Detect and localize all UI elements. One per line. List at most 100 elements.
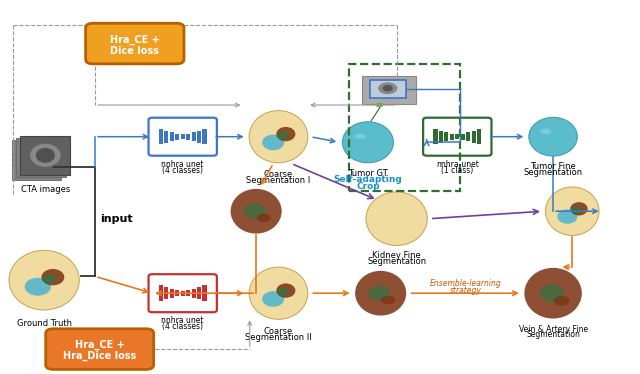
Ellipse shape	[366, 192, 428, 245]
Ellipse shape	[378, 82, 397, 94]
Bar	[439, 131, 443, 143]
Ellipse shape	[249, 111, 308, 163]
Text: (4 classes): (4 classes)	[162, 322, 203, 331]
Ellipse shape	[529, 117, 577, 156]
FancyBboxPatch shape	[148, 118, 217, 156]
Text: Kidney Fine: Kidney Fine	[372, 251, 421, 260]
Ellipse shape	[277, 132, 289, 139]
Text: nnhra unet: nnhra unet	[161, 160, 204, 169]
Ellipse shape	[571, 206, 581, 214]
Ellipse shape	[42, 269, 64, 285]
Ellipse shape	[276, 127, 296, 141]
FancyBboxPatch shape	[148, 274, 217, 312]
Text: Segmentation II: Segmentation II	[245, 333, 312, 342]
Ellipse shape	[355, 134, 366, 140]
FancyBboxPatch shape	[371, 80, 406, 98]
Ellipse shape	[570, 202, 588, 215]
Ellipse shape	[230, 189, 282, 234]
Bar	[202, 285, 207, 301]
Bar	[159, 285, 163, 301]
Text: (1 class): (1 class)	[441, 166, 474, 175]
Text: Tumor GT: Tumor GT	[348, 169, 388, 178]
FancyBboxPatch shape	[423, 118, 492, 156]
Ellipse shape	[244, 203, 266, 219]
Text: Segmentation: Segmentation	[524, 168, 582, 177]
Ellipse shape	[249, 267, 308, 319]
Bar	[455, 134, 460, 139]
Bar	[461, 134, 465, 140]
Bar	[466, 132, 470, 141]
FancyBboxPatch shape	[45, 329, 154, 370]
Ellipse shape	[369, 286, 390, 301]
Ellipse shape	[36, 148, 55, 163]
Text: (4 classes): (4 classes)	[162, 166, 203, 175]
Ellipse shape	[557, 209, 577, 224]
FancyBboxPatch shape	[86, 23, 184, 64]
Bar	[186, 290, 190, 296]
Ellipse shape	[342, 122, 394, 163]
Bar	[186, 134, 190, 140]
Ellipse shape	[277, 288, 289, 296]
Bar	[197, 131, 201, 143]
Text: Crop: Crop	[356, 182, 380, 191]
Ellipse shape	[257, 214, 271, 222]
FancyBboxPatch shape	[12, 140, 61, 180]
FancyBboxPatch shape	[20, 136, 70, 175]
Ellipse shape	[381, 296, 396, 304]
Ellipse shape	[9, 250, 79, 310]
Ellipse shape	[276, 283, 296, 298]
Bar	[180, 291, 185, 296]
Bar	[197, 287, 201, 299]
Bar	[450, 134, 454, 140]
Text: Coarse: Coarse	[264, 170, 293, 179]
Ellipse shape	[554, 296, 570, 306]
Ellipse shape	[540, 285, 564, 302]
Text: strategy: strategy	[450, 286, 481, 295]
Bar	[175, 134, 179, 140]
Ellipse shape	[524, 268, 582, 319]
Ellipse shape	[545, 187, 599, 236]
Bar	[170, 132, 174, 141]
Text: Tumor Fine: Tumor Fine	[530, 162, 576, 171]
Bar	[170, 289, 174, 298]
Circle shape	[376, 103, 383, 107]
Text: Self-adapting: Self-adapting	[333, 175, 403, 184]
Bar	[164, 131, 168, 143]
Ellipse shape	[30, 144, 61, 167]
Text: Vein & Artery Fine: Vein & Artery Fine	[518, 325, 588, 334]
Text: input: input	[100, 214, 133, 224]
Text: Ensemble-learning: Ensemble-learning	[429, 279, 502, 288]
Bar	[433, 129, 438, 144]
Ellipse shape	[262, 135, 284, 150]
Text: CTA images: CTA images	[20, 185, 70, 194]
Ellipse shape	[355, 271, 406, 316]
Ellipse shape	[43, 274, 56, 283]
Bar	[180, 134, 185, 139]
Bar	[164, 287, 168, 299]
Text: Hra_Dice loss: Hra_Dice loss	[63, 351, 136, 361]
Text: Dice loss: Dice loss	[110, 46, 159, 55]
Bar	[472, 131, 476, 143]
FancyBboxPatch shape	[362, 76, 416, 104]
Text: Hra_CE +: Hra_CE +	[110, 35, 159, 45]
Bar	[191, 132, 196, 141]
Bar	[175, 290, 179, 296]
FancyBboxPatch shape	[16, 138, 66, 177]
Text: Segmentation I: Segmentation I	[246, 176, 310, 185]
Text: Coarse: Coarse	[264, 327, 293, 336]
FancyBboxPatch shape	[20, 136, 70, 175]
Bar	[159, 129, 163, 144]
Ellipse shape	[540, 129, 551, 134]
Bar	[444, 132, 449, 141]
Text: Hra_CE +: Hra_CE +	[75, 340, 125, 350]
Text: Segmentation: Segmentation	[526, 331, 580, 340]
Bar	[202, 129, 207, 144]
Ellipse shape	[262, 291, 284, 307]
Ellipse shape	[24, 278, 51, 296]
Bar	[191, 289, 196, 298]
Text: nnhra-unet: nnhra-unet	[436, 160, 479, 169]
Bar	[477, 129, 481, 144]
Text: nnhra unet: nnhra unet	[161, 316, 204, 325]
Text: Ground Truth: Ground Truth	[17, 319, 72, 328]
Ellipse shape	[383, 85, 393, 92]
